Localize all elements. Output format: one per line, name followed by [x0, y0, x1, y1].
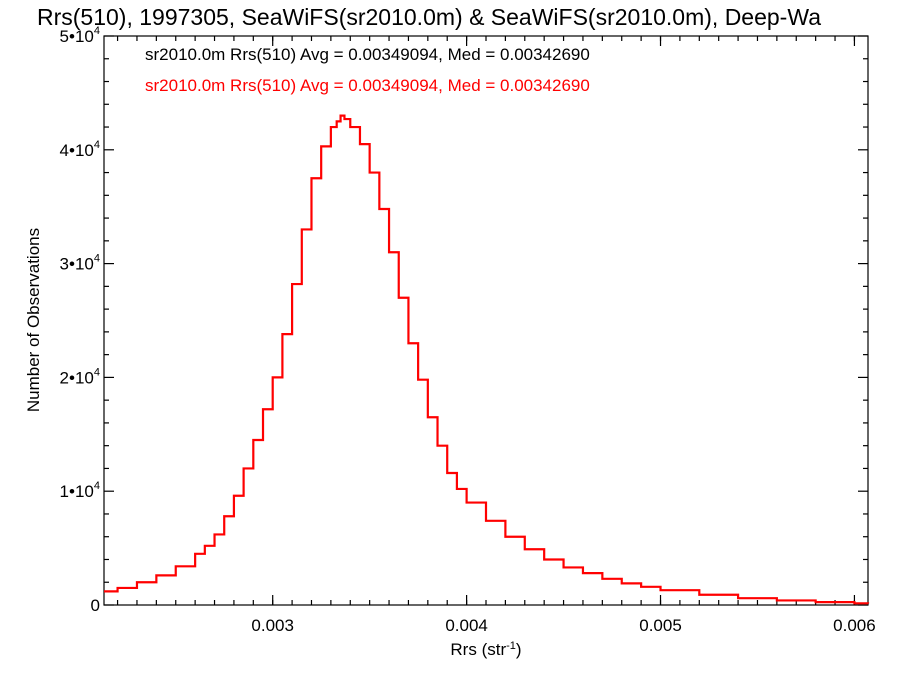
y-tick-label: 4•104: [60, 139, 100, 160]
y-tick-label: 1•104: [60, 480, 100, 501]
y-tick-labels: 0 1•104 2•104 3•104 4•104 5•104: [60, 25, 100, 615]
stats-annotation-red: sr2010.0m Rrs(510) Avg = 0.00349094, Med…: [145, 76, 590, 95]
x-tick-label: 0.006: [833, 616, 876, 635]
x-tick-label: 0.003: [251, 616, 294, 635]
y-tick-label: 3•104: [60, 253, 100, 274]
y-axis-label: Number of Observations: [24, 228, 43, 412]
axis-ticks: [104, 35, 868, 606]
y-tick-label: 0: [91, 596, 100, 615]
x-tick-label: 0.005: [639, 616, 682, 635]
histogram-series-line: [104, 114, 870, 605]
x-tick-labels: 0.003 0.004 0.005 0.006: [251, 616, 875, 635]
y-tick-label: 2•104: [60, 366, 100, 387]
chart-title: Rrs(510), 1997305, SeaWiFS(sr2010.0m) & …: [37, 4, 821, 30]
x-tick-label: 0.004: [445, 616, 488, 635]
y-tick-label: 5•104: [60, 25, 100, 46]
stats-annotation-black: sr2010.0m Rrs(510) Avg = 0.00349094, Med…: [145, 45, 590, 64]
x-axis-label: Rrs (str-1): [450, 640, 521, 659]
